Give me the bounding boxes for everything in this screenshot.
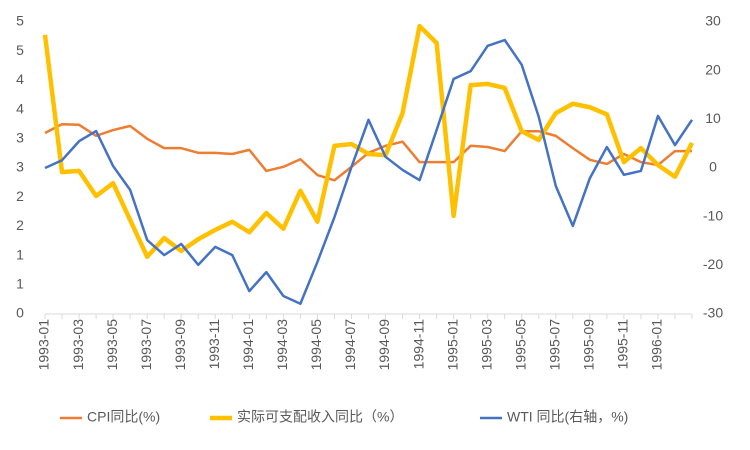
y-tick-label: 4 [16,71,24,87]
y-tick-label: 5 [16,13,24,29]
y-tick-label: 3 [16,159,24,175]
x-tick-label: 1994-11 [410,319,426,370]
y-tick-label: 0 [16,305,24,321]
y-tick-label: 3 [16,130,24,146]
x-tick-label: 1995-03 [478,319,494,371]
legend-label: CPI同比(%) [87,409,160,425]
x-tick-label: 1994-05 [308,319,324,371]
y-tick-label: 2 [16,217,24,233]
x-tick-label: 1993-07 [138,319,154,371]
x-tick-label: 1994-01 [240,319,256,371]
x-tick-label: 1996-01 [649,319,665,371]
y2-tick-label: 10 [705,110,721,126]
x-tick-label: 1993-09 [172,319,188,371]
y-tick-label: 4 [16,100,24,116]
y-tick-label: 2 [16,188,24,204]
y-tick-label: 5 [16,42,24,58]
series-line [42,23,695,260]
x-tick-label: 1995-01 [444,319,460,371]
x-tick-label: 1995-07 [546,319,562,371]
x-tick-label: 1993-01 [36,319,52,371]
x-tick-label: 1993-11 [206,319,222,370]
x-tick-label: 1994-07 [342,319,358,371]
x-tick-label: 1993-03 [70,319,86,371]
x-tick-label: 1994-03 [274,319,290,371]
y2-tick-label: 0 [709,159,717,175]
x-tick-label: 1994-09 [376,319,392,371]
x-tick-label: 1995-11 [615,319,631,370]
x-tick-label: 1995-05 [512,319,528,371]
x-tick-label: 1993-05 [104,319,120,371]
y2-tick-label: 30 [705,13,721,29]
y2-tick-label: -20 [703,256,723,272]
y2-tick-label: -10 [703,207,723,223]
y-tick-label: 1 [16,246,24,262]
y2-tick-label: -30 [703,305,723,321]
series-line [44,38,694,306]
y-tick-label: 1 [16,276,24,292]
y2-tick-label: 20 [705,61,721,77]
legend-label: WTI 同比(右轴，%) [507,409,628,425]
legend-label: 实际可支配收入同比（%） [237,409,403,425]
x-tick-label: 1995-09 [581,319,597,371]
